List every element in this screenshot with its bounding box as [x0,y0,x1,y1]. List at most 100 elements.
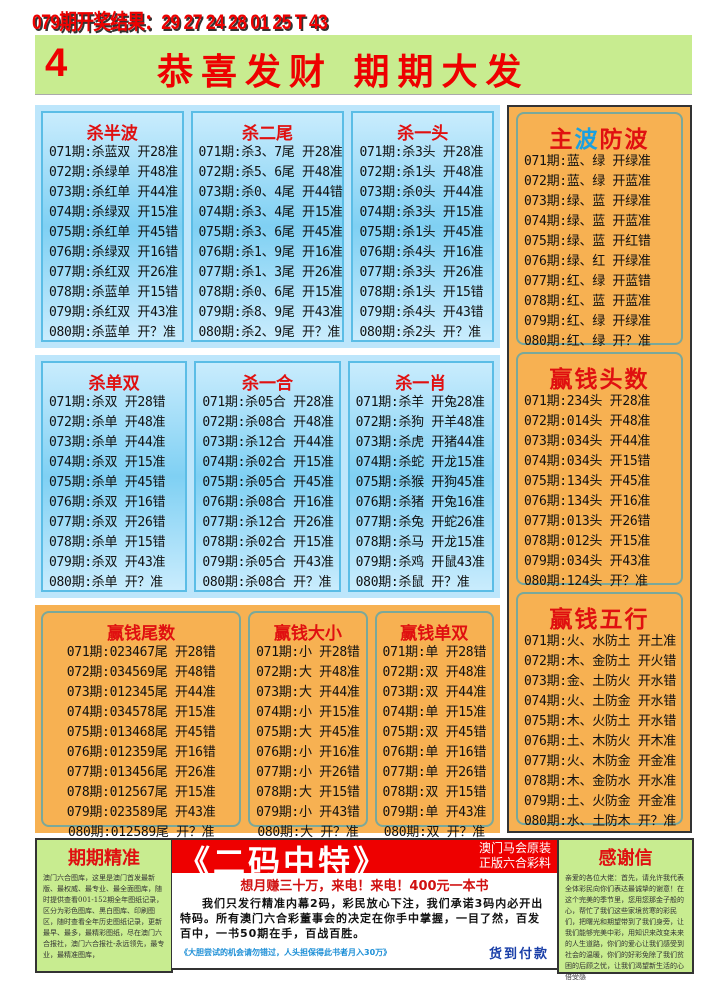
prediction-row: 075期:013468尾 开45错 [66,725,216,740]
prediction-row: 072期:杀1头 开48准 [359,165,484,180]
prediction-row: 077期:杀1、3尾 开26准 [198,265,343,280]
prediction-row: 072期:014头 开48准 [524,414,651,429]
prediction-row: 078期:杀0、6尾 开15准 [198,285,343,300]
prediction-row: 073期:034头 开44准 [524,434,651,449]
prediction-card: 赢钱尾数 071期:023467尾 开28错 072期:034569尾 开48错 07… [41,611,242,840]
prediction-row: 074期:绿、蓝 开蓝准 [524,214,651,229]
prediction-row: 078期:杀蓝单 开15错 [49,285,178,300]
prediction-row: 071期:火、水防土 开土准 [524,634,676,649]
cash-on-delivery: 货到付款 [488,947,549,962]
prediction-row: 071期:234头 开28准 [524,394,651,409]
ad-paragraph: 我们只发行精准内幕2码，彩民放心下注，我们承诺3码内必开出特码。所有澳门六合彩董… [180,897,544,940]
prediction-row: 078期:012567尾 开15准 [66,785,216,800]
ad-title: 《二码中特》 [178,843,389,881]
prediction-row: 080期:大 开？准 [257,825,359,840]
prediction-row: 077期:013头 开26错 [524,514,651,529]
card-title: 杀二尾 [242,124,293,144]
prediction-row: 078期:杀单 开15错 [49,535,166,550]
prediction-row: 080期:杀2头 开？准 [359,325,481,340]
prediction-row: 072期:杀绿单 开48准 [49,165,178,180]
prediction-row: 080期:水、土防木 开？准 [524,814,676,829]
prediction-row: 077期:杀3头 开26准 [359,265,484,280]
prediction-row: 080期:杀单 开？准 [49,575,163,590]
prediction-row: 074期:小 开15准 [256,705,360,720]
prediction-row: 075期:大 开45准 [256,725,360,740]
prediction-row: 080期:012589尾 开？准 [67,825,215,840]
card-title: 杀一肖 [395,374,447,394]
prediction-row: 079期:034头 开43准 [524,554,651,569]
prediction-row: 076期:134头 开16准 [524,494,651,509]
prediction-row: 071期:杀羊 开兔28准 [355,395,485,410]
card-title: 杀一合 [241,374,293,394]
prediction-row: 075期:双 开45错 [382,725,487,740]
prediction-row: 078期:杀马 开龙15准 [355,535,485,550]
draw-result-header: 079期开奖结果：29 27 24 28 01 25 T 43 [32,11,328,34]
blue-panel-2: 杀单双 071期:杀双 开28错 072期:杀单 开48准 073期:杀单 开44准 0… [35,355,500,598]
prediction-row: 078期:杀02合 开15准 [202,535,334,550]
prediction-row: 074期:杀绿双 开15准 [49,205,178,220]
prediction-row: 079期:土、火防金 开金准 [524,794,676,809]
ad-note: 《大胆尝试的机会请勿错过，人头担保得此书者月入30万》 [180,948,392,957]
prediction-row: 076期:绿、红 开绿准 [524,254,651,269]
prediction-row: 073期:杀单 开44准 [49,435,166,450]
prediction-row: 074期:杀双 开15准 [49,455,166,470]
prediction-row: 072期:杀单 开48准 [49,415,166,430]
prediction-row: 079期:杀红双 开43准 [49,305,178,320]
prediction-row: 075期:杀05合 开45准 [202,475,334,490]
box-title: 感谢信 [598,848,653,869]
prediction-row: 077期:小 开26错 [256,765,360,780]
ad-side: 澳门马会原装 正版六合彩料 [479,841,551,871]
prediction-row: 079期:单 开43准 [382,805,487,820]
prediction-row: 072期:杀08合 开48准 [202,415,334,430]
prediction-row: 080期:杀08合 开？准 [202,575,332,590]
card-title: 赢钱头数 [549,367,650,393]
prediction-row: 074期:杀3、4尾 开15准 [198,205,343,220]
ad-side-line: 正版六合彩料 [478,856,551,870]
prediction-row: 078期:红、蓝 开蓝准 [524,294,651,309]
title-part: 防波 [599,127,650,153]
prediction-row: 071期:杀双 开28错 [49,395,166,410]
prediction-row: 075期:134头 开45准 [524,474,651,489]
orange-panel: 赢钱尾数 071期:023467尾 开28错 072期:034569尾 开48错 07… [35,605,500,840]
prediction-row: 071期:小 开28错 [256,645,360,660]
blue-panel-1: 杀半波 071期:杀蓝双 开28准 072期:杀绿单 开48准 073期:杀红单 开4… [35,105,500,348]
prediction-row: 079期:杀8、9尾 开43准 [198,305,343,320]
prediction-row: 077期:013456尾 开26准 [66,765,216,780]
prediction-row: 080期:杀2、9尾 开？准 [198,325,341,340]
card-title: 赢钱五行 [549,607,650,633]
prediction-row: 071期:023467尾 开28错 [66,645,216,660]
prediction-row: 071期:杀05合 开28准 [202,395,334,410]
prediction-row: 075期:杀猴 开狗45准 [355,475,485,490]
prediction-row: 076期:012359尾 开16错 [66,745,216,760]
prediction-row: 078期:012头 开15准 [524,534,651,549]
prediction-row: 079期:杀双 开43准 [49,555,166,570]
prediction-row: 076期:杀08合 开16准 [202,495,334,510]
card-title: 主波防波 [518,120,681,153]
prediction-row: 074期:杀02合 开15准 [202,455,334,470]
prediction-row: 080期:124头 开？准 [524,574,648,589]
prediction-row: 071期:单 开28错 [382,645,487,660]
prediction-row: 079期:023589尾 开43准 [66,805,216,820]
prediction-row: 074期:杀蛇 开龙15准 [355,455,485,470]
prediction-row: 076期:土、木防火 开木准 [524,734,676,749]
prediction-row: 079期:小 开43错 [256,805,360,820]
prediction-row: 077期:红、绿 开蓝错 [524,274,651,289]
prediction-row: 073期:杀12合 开44准 [202,435,334,450]
card-head-number: 赢钱头数 071期:234头 开28准 072期:014头 开48准 073期:034… [516,352,683,589]
prediction-row: 071期:蓝、绿 开绿准 [524,154,651,169]
right-column: 主波防波 071期:蓝、绿 开绿准 072期:蓝、绿 开蓝准 073期:绿、蓝 开绿… [507,105,692,833]
prediction-row: 078期:杀1头 开15错 [359,285,484,300]
banner-slogan: 恭喜发财 期期大发 [157,52,530,93]
prediction-row: 073期:金、土防火 开水错 [524,674,676,689]
prediction-row: 072期:双 开48准 [382,665,487,680]
prediction-card: 杀一肖 071期:杀羊 开兔28准 072期:杀狗 开羊48准 073期:杀虎 开猪4… [347,361,494,592]
card-title: 杀半波 [86,124,138,144]
prediction-row: 074期:杀3头 开15准 [359,205,484,220]
ad-header: 《二码中特》 澳门马会原装 正版六合彩料 [172,840,557,881]
card-title: 赢钱大小 [273,624,342,644]
card-title: 赢钱单双 [400,624,469,644]
card-title: 杀一头 [397,124,449,144]
prediction-row: 075期:杀3、6尾 开45准 [198,225,343,240]
prediction-row: 073期:绿、蓝 开绿准 [524,194,651,209]
prediction-row: 073期:杀0头 开44准 [359,185,484,200]
